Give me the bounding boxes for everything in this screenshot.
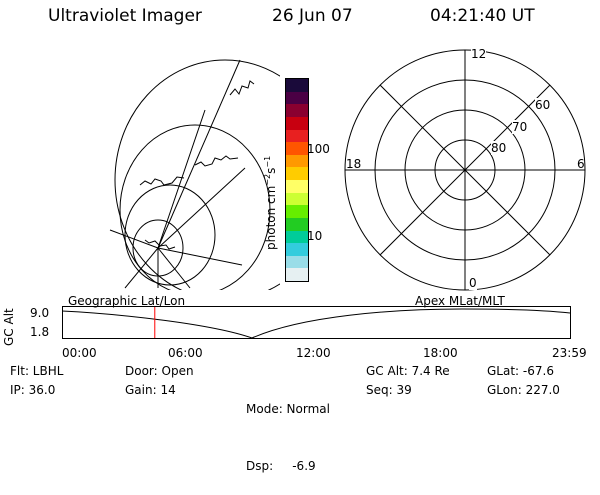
colorbar-segment	[286, 167, 308, 180]
polar-label-bottom: 0	[469, 276, 477, 290]
colorbar-segment	[286, 142, 308, 155]
glat-value: GLat: -67.6	[487, 364, 554, 378]
timeline-axis-label: GC Alt	[2, 308, 16, 346]
colorbar-segment	[286, 79, 308, 92]
colorbar-segment	[286, 230, 308, 244]
polar-ring-label-60: 60	[535, 98, 551, 112]
colorbar-segment	[286, 217, 308, 231]
info-column-position: GLat: -67.6 GLon: 227.0	[487, 362, 560, 400]
map-lat-circle	[124, 184, 216, 286]
polar-plot	[344, 49, 586, 291]
glon-value: GLon: 227.0	[487, 383, 560, 397]
map-meridian	[157, 247, 243, 266]
timeline-ytick-low: 1.8	[30, 325, 50, 339]
timeline-xtick-0: 00:00	[62, 346, 97, 360]
polar-ring-label-80: 80	[491, 141, 507, 155]
info-column-filter: Flt: LBHL IP: 36.0	[10, 362, 63, 400]
info-column-altitude: GC Alt: 7.4 Re Seq: 39	[366, 362, 450, 400]
polar-diagonal	[379, 84, 551, 256]
ip-value: IP: 36.0	[10, 383, 56, 397]
map-meridian	[109, 229, 159, 249]
map-lat-circle	[119, 124, 271, 290]
colorbar-segment	[286, 268, 308, 281]
colorbar-segment	[286, 205, 308, 218]
door-value: Door: Open	[125, 364, 194, 378]
map-meridian	[124, 247, 159, 289]
colorbar-tick-100: 100	[307, 142, 330, 156]
timeline-frame	[62, 306, 571, 339]
colorbar-segment	[286, 91, 308, 105]
colorbar-segment	[286, 180, 308, 193]
altitude-timeline	[62, 306, 571, 339]
date-label: 26 Jun 07	[272, 6, 353, 26]
gain-value: Gain: 14	[125, 383, 176, 397]
time-label: 04:21:40 UT	[430, 6, 535, 26]
colorbar-unit-label: photon cm−2s−1	[263, 155, 278, 250]
info-column-door: Door: Open Gain: 14	[125, 362, 194, 400]
geographic-map	[109, 59, 280, 290]
colorbar-segment	[286, 116, 308, 130]
colorbar-segment	[286, 255, 308, 269]
timeline-xtick-3: 18:00	[423, 346, 458, 360]
colorbar-segment	[286, 154, 308, 168]
timeline-ytick-high: 9.0	[30, 306, 50, 320]
polar-label-top: 12	[471, 47, 487, 61]
instrument-title: Ultraviolet Imager	[48, 6, 202, 26]
timeline-xtick-1: 06:00	[168, 346, 203, 360]
timeline-right-title: Apex MLat/MLT	[415, 294, 505, 308]
filter-value: Flt: LBHL	[10, 364, 64, 378]
colorbar-segment	[286, 192, 308, 206]
colorbar-segment	[286, 104, 308, 117]
gc-alt-value: GC Alt: 7.4 Re	[366, 364, 450, 378]
info-column-mode: Mode: Normal Dsp: -6.9	[246, 362, 330, 495]
colorbar-segment	[286, 129, 308, 143]
map-meridian	[157, 109, 206, 249]
polar-label-left: 18	[346, 157, 362, 171]
timeline-left-title: Geographic Lat/Lon	[68, 294, 186, 308]
dsp-value: Dsp: -6.9	[246, 459, 316, 473]
timeline-xtick-4: 23:59	[552, 346, 587, 360]
map-coastline	[139, 176, 185, 186]
map-coastline	[144, 239, 176, 250]
map-coastline	[229, 80, 255, 96]
map-meridian	[157, 167, 246, 249]
map-meridian	[157, 247, 191, 289]
colorbar-tick-10: 10	[307, 229, 323, 243]
color-scale-bar	[285, 78, 309, 282]
altitude-curve	[62, 308, 571, 339]
colorbar-segment	[286, 243, 308, 256]
map-coastline	[194, 155, 239, 167]
seq-value: Seq: 39	[366, 383, 412, 397]
polar-ring-label-70: 70	[512, 120, 528, 134]
map-lat-circle	[114, 59, 280, 290]
timeline-xtick-2: 12:00	[296, 346, 331, 360]
mode-value: Mode: Normal	[246, 402, 330, 416]
map-meridian	[157, 59, 241, 249]
polar-label-right: 6	[577, 157, 585, 171]
